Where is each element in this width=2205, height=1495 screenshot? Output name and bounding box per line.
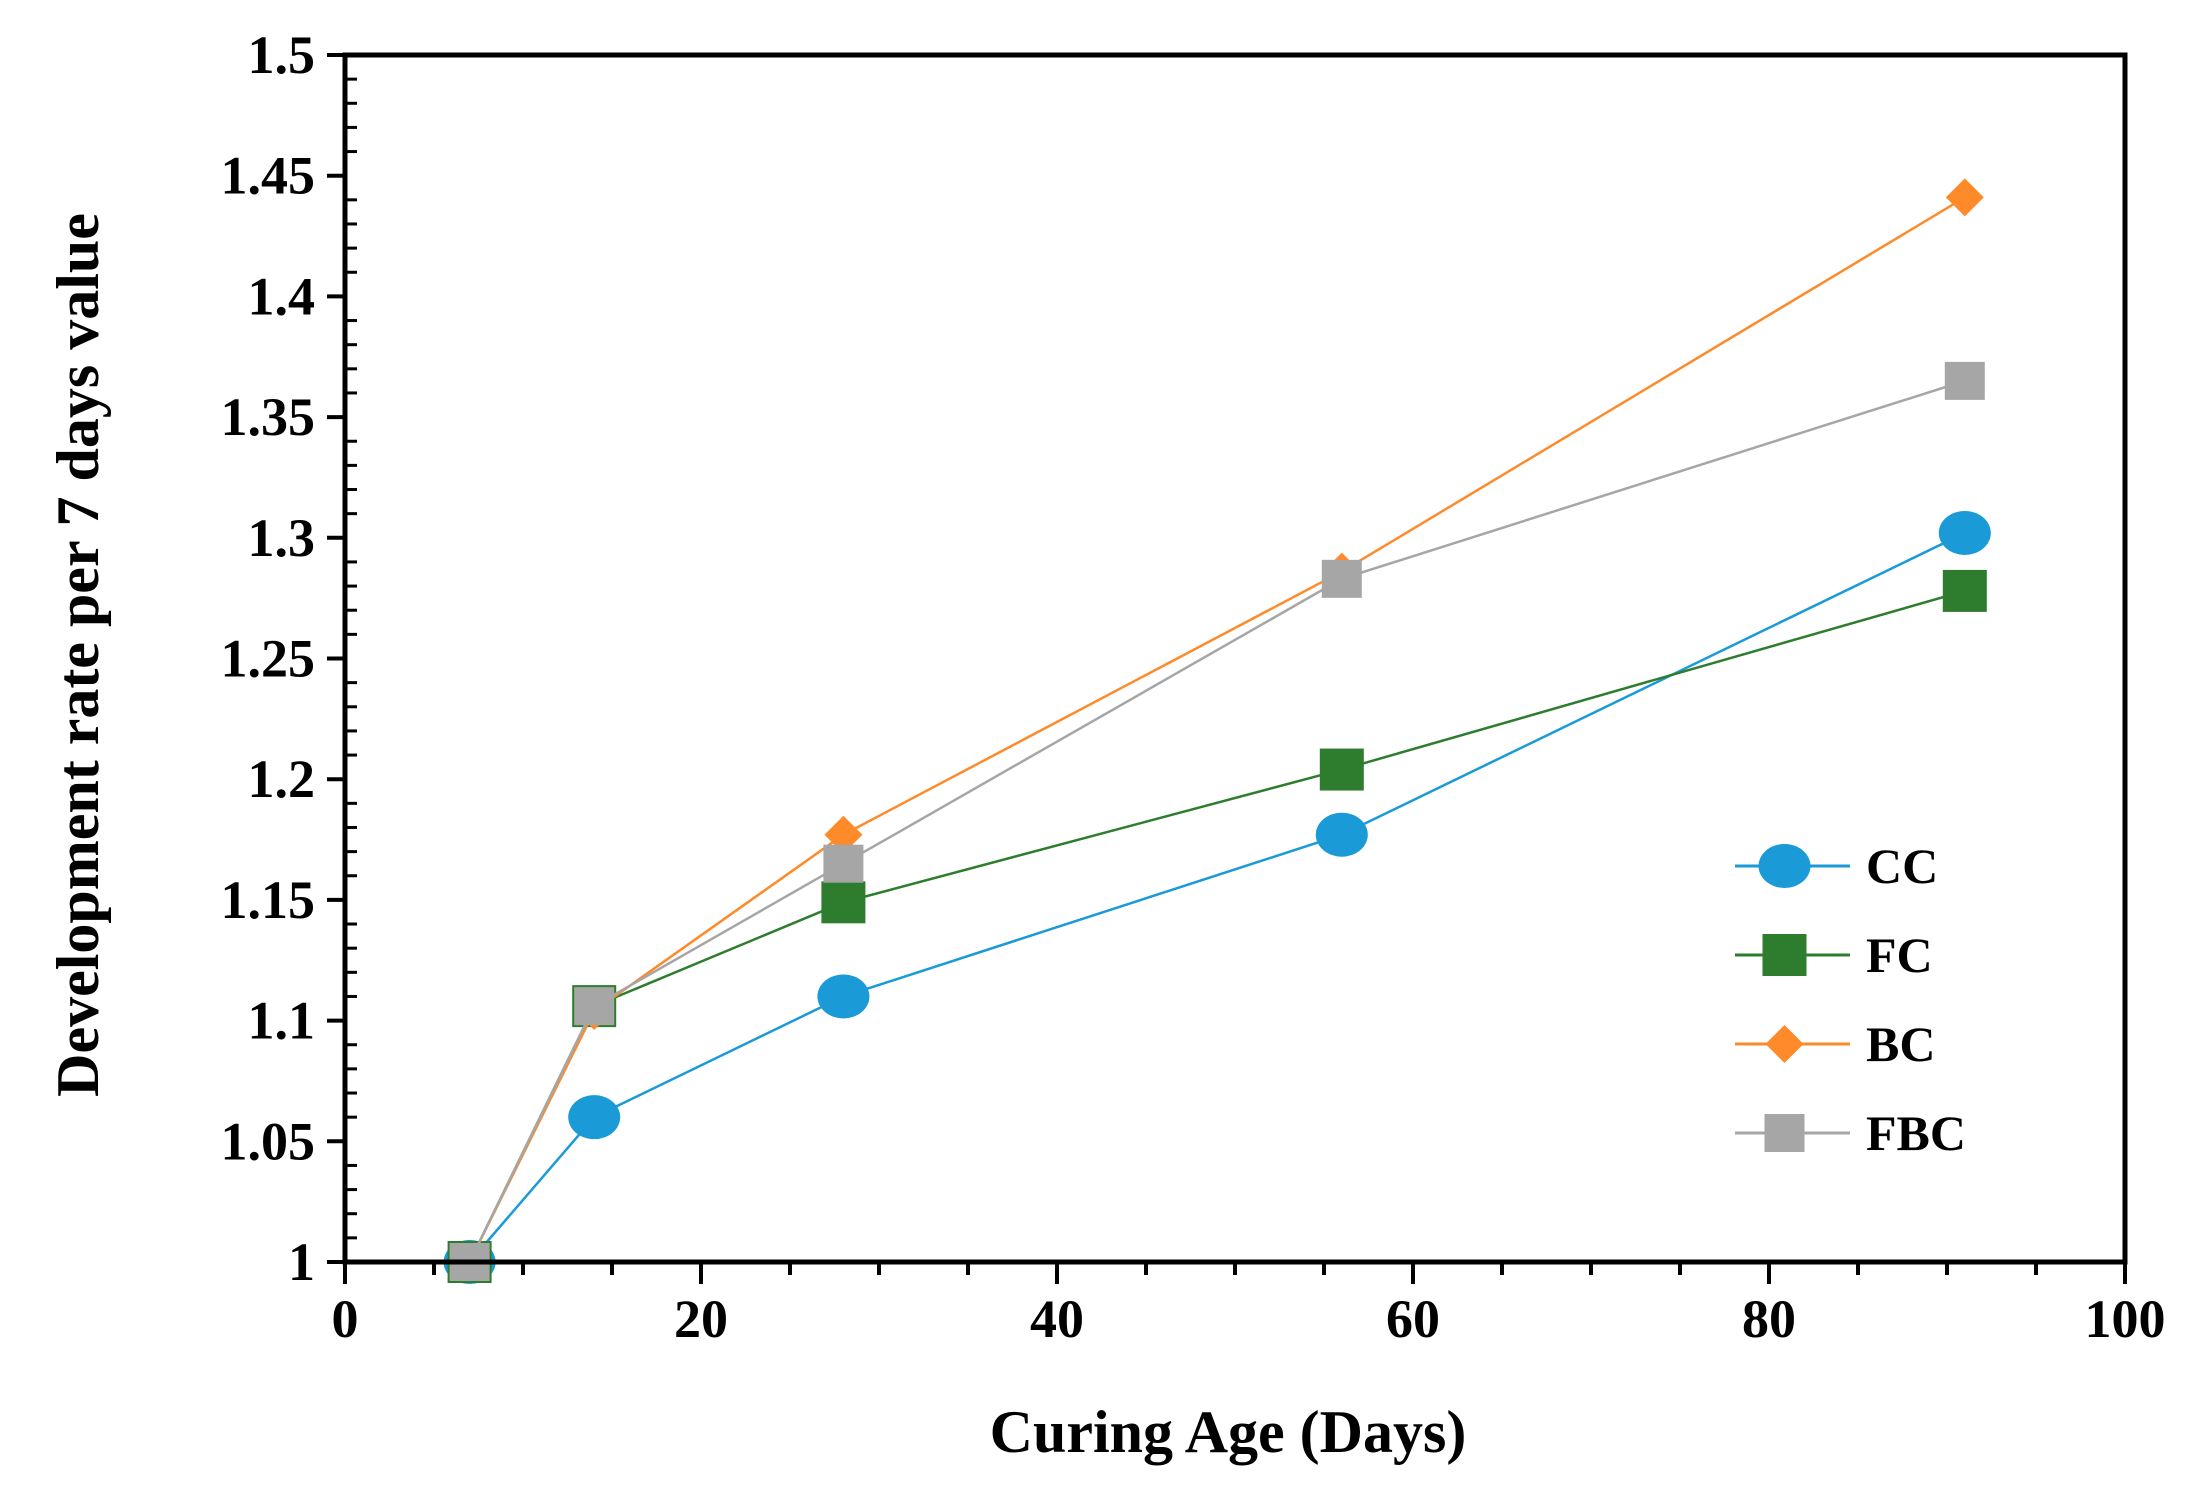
y-tick-label: 1.5	[248, 25, 316, 85]
y-tick-label: 1.4	[248, 266, 316, 326]
plot-frame	[342, 52, 2128, 1265]
y-tick-label: 1.15	[221, 870, 316, 930]
legend-item-fc: FC	[1735, 927, 1933, 983]
data-point-fc	[821, 881, 866, 924]
y-tick-label: 1.45	[221, 146, 316, 206]
data-point-cc	[817, 974, 870, 1019]
y-tick-label: 1.1	[248, 991, 316, 1051]
x-tick-label: 60	[1386, 1289, 1440, 1349]
legend-marker-bc	[1765, 1025, 1804, 1063]
legend-item-cc: CC	[1735, 838, 1938, 894]
x-tick-label: 0	[332, 1289, 359, 1349]
series-cc	[443, 510, 1991, 1284]
legend-label-fc: FC	[1866, 927, 1933, 983]
x-axis-title: Curing Age (Days)	[990, 1399, 1467, 1465]
x-tick-label: 40	[1030, 1289, 1084, 1349]
legend-marker-cc	[1758, 844, 1811, 888]
legend-item-fbc: FBC	[1735, 1105, 1966, 1161]
y-tick-label: 1.2	[248, 749, 316, 809]
legend-marker-fbc	[1764, 1114, 1805, 1152]
x-tick-label: 100	[2085, 1289, 2166, 1349]
data-point-fbc	[1944, 361, 1985, 400]
data-point-fc	[1319, 748, 1364, 791]
data-point-cc	[568, 1095, 621, 1140]
legend-item-bc: BC	[1735, 1016, 1935, 1072]
data-point-fbc	[1321, 559, 1362, 598]
data-point-cc	[1315, 812, 1368, 857]
data-point-bc	[824, 815, 863, 854]
y-tick-label: 1.35	[221, 387, 316, 447]
y-axis-title: Development rate per 7 days value	[45, 213, 111, 1097]
data-point-fc	[1942, 569, 1987, 612]
legend-marker-fc	[1762, 934, 1807, 976]
legend-label-bc: BC	[1866, 1016, 1935, 1072]
data-point-fbc	[823, 844, 864, 883]
series-fc	[447, 569, 1987, 1283]
legend-label-fbc: FBC	[1866, 1105, 1966, 1161]
series-line-cc	[468, 531, 1966, 1263]
series-line-fc	[468, 589, 1966, 1263]
series-bc	[450, 178, 1984, 1281]
legend-label-cc: CC	[1866, 838, 1938, 894]
x-tick-label: 20	[674, 1289, 728, 1349]
data-point-bc	[1945, 178, 1984, 217]
series-line-fbc	[468, 379, 1966, 1263]
data-point-fbc	[574, 987, 615, 1026]
y-tick-label: 1.05	[221, 1111, 316, 1171]
x-tick-label: 80	[1742, 1289, 1796, 1349]
y-tick-label: 1	[288, 1232, 315, 1292]
series-fbc	[449, 361, 1985, 1281]
y-tick-label: 1.25	[221, 629, 316, 689]
data-point-cc	[1938, 510, 1991, 555]
y-tick-label: 1.3	[248, 508, 316, 568]
series-line-bc	[468, 196, 1966, 1263]
